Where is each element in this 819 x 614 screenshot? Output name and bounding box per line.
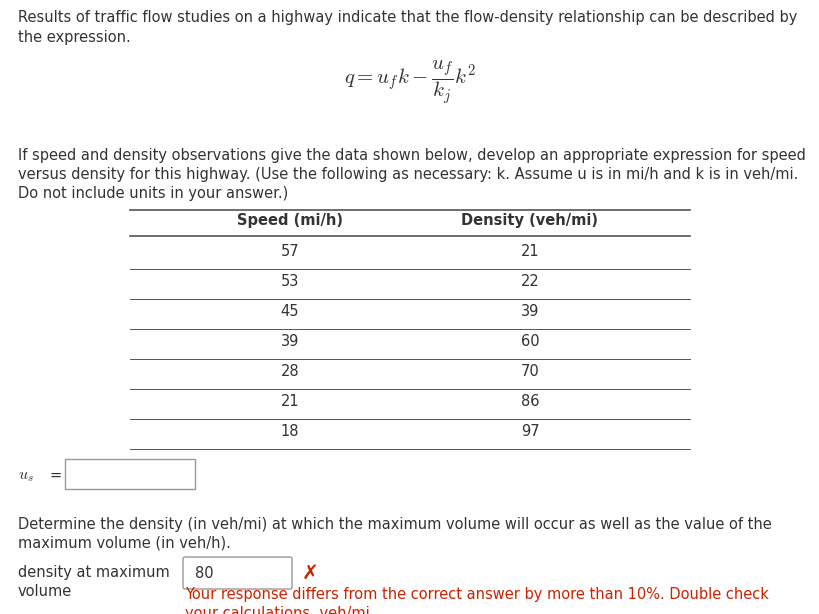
Text: 28: 28: [280, 365, 299, 379]
Text: the expression.: the expression.: [18, 30, 130, 45]
Text: 39: 39: [280, 335, 299, 349]
Text: your calculations. veh/mi: your calculations. veh/mi: [185, 606, 369, 614]
Text: 18: 18: [280, 424, 299, 440]
FancyBboxPatch shape: [183, 557, 292, 589]
Text: 21: 21: [280, 395, 299, 410]
Text: $q = u_f k - \dfrac{u_f}{k_j}k^2$: $q = u_f k - \dfrac{u_f}{k_j}k^2$: [343, 58, 476, 106]
Text: Density (veh/mi): Density (veh/mi): [461, 213, 598, 228]
Text: 39: 39: [520, 305, 539, 319]
Text: 86: 86: [520, 395, 539, 410]
Text: Do not include units in your answer.): Do not include units in your answer.): [18, 186, 288, 201]
Text: ✗: ✗: [301, 564, 319, 583]
Text: =: =: [50, 467, 62, 483]
Text: 57: 57: [280, 244, 299, 260]
Text: 22: 22: [520, 274, 539, 289]
Text: Results of traffic flow studies on a highway indicate that the flow-density rela: Results of traffic flow studies on a hig…: [18, 10, 796, 25]
Text: 21: 21: [520, 244, 539, 260]
Text: maximum volume (in veh/h).: maximum volume (in veh/h).: [18, 536, 231, 551]
Text: If speed and density observations give the data shown below, develop an appropri: If speed and density observations give t…: [18, 148, 805, 163]
Text: Speed (mi/h): Speed (mi/h): [237, 213, 342, 228]
Text: density at maximum: density at maximum: [18, 565, 170, 580]
Text: volume: volume: [18, 584, 72, 599]
Text: $u_s$: $u_s$: [18, 467, 34, 483]
Text: 97: 97: [520, 424, 539, 440]
Text: 80: 80: [195, 565, 214, 580]
Text: 60: 60: [520, 335, 539, 349]
Text: 45: 45: [280, 305, 299, 319]
FancyBboxPatch shape: [65, 459, 195, 489]
Text: Determine the density (in veh/mi) at which the maximum volume will occur as well: Determine the density (in veh/mi) at whi…: [18, 517, 771, 532]
Text: Your response differs from the correct answer by more than 10%. Double check: Your response differs from the correct a…: [185, 587, 768, 602]
Text: 53: 53: [280, 274, 299, 289]
Text: 70: 70: [520, 365, 539, 379]
Text: versus density for this highway. (Use the following as necessary: k. Assume u is: versus density for this highway. (Use th…: [18, 167, 798, 182]
